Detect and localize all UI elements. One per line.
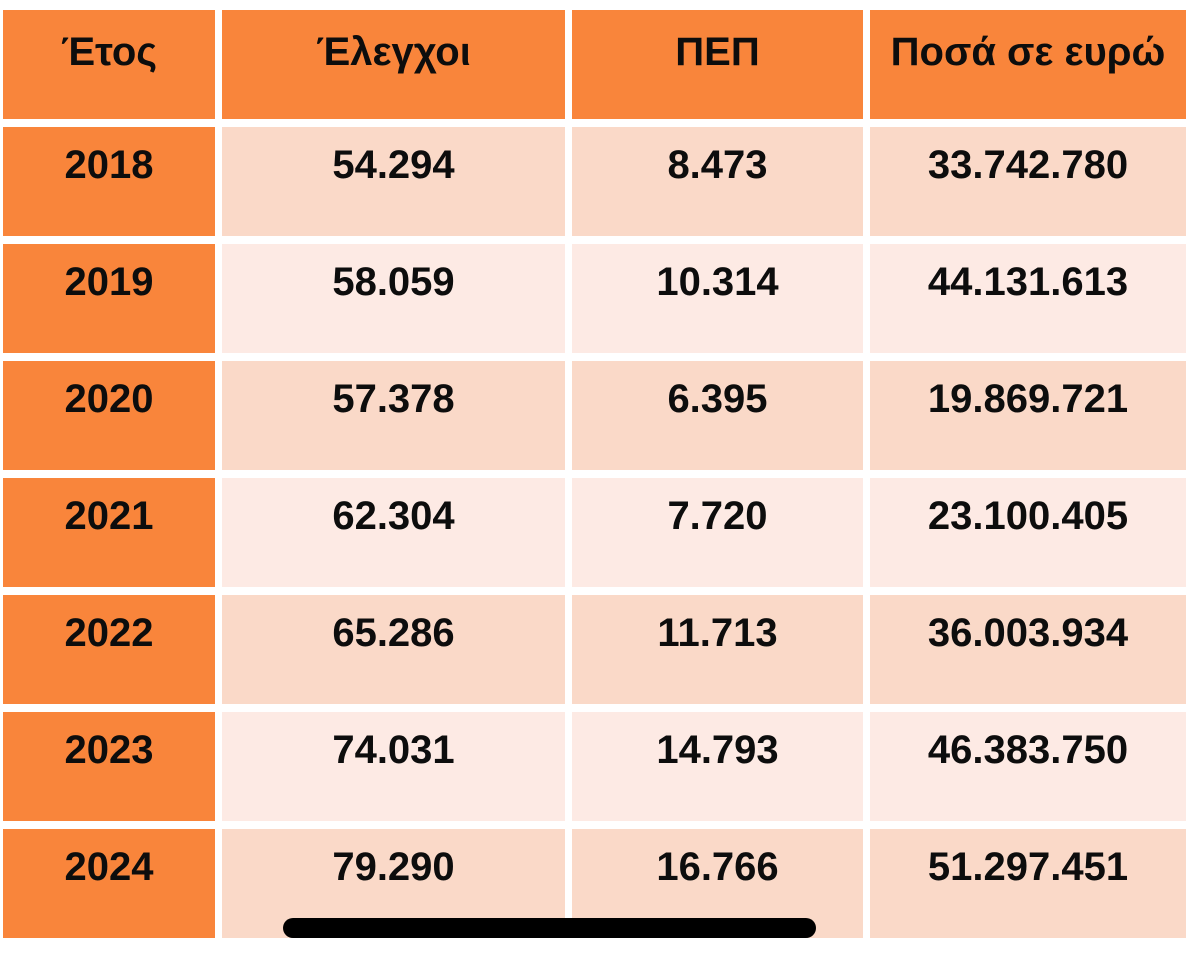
year-cell: 2021 xyxy=(3,478,215,587)
column-header-posa-se-evro: Ποσά σε ευρώ xyxy=(870,10,1186,119)
year-cell: 2023 xyxy=(3,712,215,821)
value-cell: 65.286 xyxy=(222,595,565,704)
column-header-pep: ΠΕΠ xyxy=(572,10,863,119)
year-cell: 2022 xyxy=(3,595,215,704)
value-cell: 44.131.613 xyxy=(870,244,1186,353)
value-cell: 46.383.750 xyxy=(870,712,1186,821)
year-cell: 2018 xyxy=(3,127,215,236)
value-cell: 11.713 xyxy=(572,595,863,704)
year-cell: 2024 xyxy=(3,829,215,938)
value-cell: 57.378 xyxy=(222,361,565,470)
value-cell: 10.314 xyxy=(572,244,863,353)
value-cell: 14.793 xyxy=(572,712,863,821)
value-cell: 19.869.721 xyxy=(870,361,1186,470)
value-cell: 58.059 xyxy=(222,244,565,353)
value-cell: 33.742.780 xyxy=(870,127,1186,236)
black-marker-bar xyxy=(283,918,816,938)
value-cell: 7.720 xyxy=(572,478,863,587)
value-cell: 74.031 xyxy=(222,712,565,821)
value-cell: 8.473 xyxy=(572,127,863,236)
year-cell: 2019 xyxy=(3,244,215,353)
value-cell: 51.297.451 xyxy=(870,829,1186,938)
value-cell: 6.395 xyxy=(572,361,863,470)
audits-table: Έτος Έλεγχοι ΠΕΠ Ποσά σε ευρώ 2018 54.294 8.47… xyxy=(3,10,1186,938)
value-cell: 62.304 xyxy=(222,478,565,587)
value-cell: 36.003.934 xyxy=(870,595,1186,704)
column-header-etos: Έτος xyxy=(3,10,215,119)
value-cell: 23.100.405 xyxy=(870,478,1186,587)
year-cell: 2020 xyxy=(3,361,215,470)
column-header-elegxoi: Έλεγχοι xyxy=(222,10,565,119)
value-cell: 54.294 xyxy=(222,127,565,236)
